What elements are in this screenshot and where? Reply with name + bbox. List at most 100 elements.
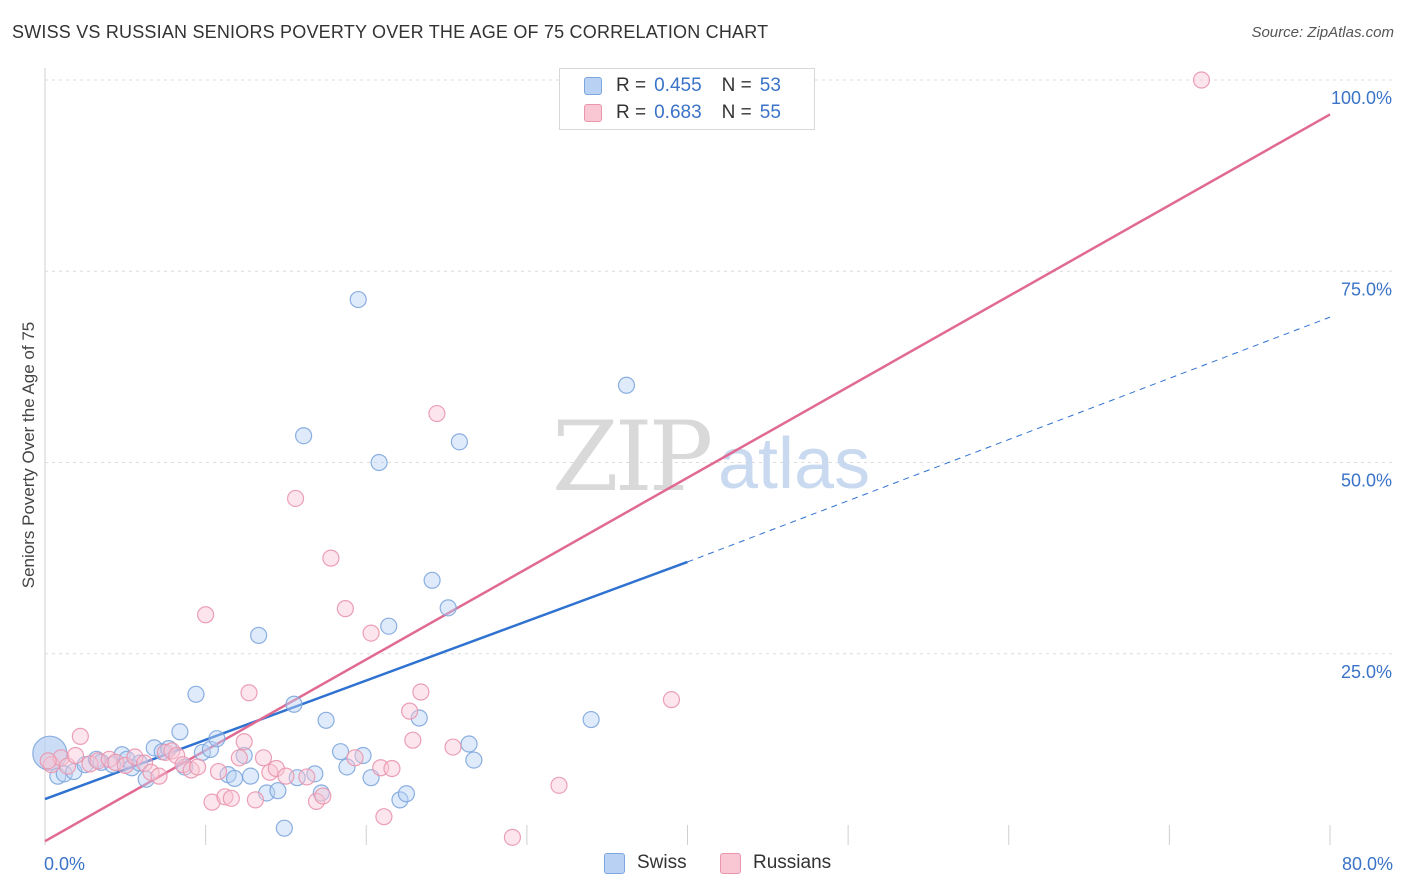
swiss-point <box>242 767 260 785</box>
swiss-point <box>617 376 636 394</box>
russians-point <box>401 702 419 720</box>
russians-point <box>383 759 401 778</box>
legend-item-swiss: Swiss <box>604 852 687 874</box>
y-tick-label: 75.0% <box>1341 279 1392 299</box>
russians-point <box>246 791 265 809</box>
x-axis-ticks <box>205 825 1331 845</box>
swiss-point <box>460 735 478 753</box>
series-legend: Swiss Russians <box>0 852 1406 876</box>
x-tick-labels: 0.0% 80.0% <box>44 854 1393 874</box>
swiss-point <box>187 685 205 703</box>
russians-point <box>277 767 295 785</box>
legend-label-swiss: Swiss <box>637 852 687 873</box>
russians-swatch <box>584 104 602 122</box>
swiss-point <box>317 711 335 729</box>
russians-point <box>216 788 234 806</box>
swiss-point <box>269 782 287 800</box>
watermark-zip: ZIP <box>552 401 711 513</box>
russians-point <box>150 767 168 785</box>
swiss-swatch <box>604 852 625 874</box>
russians-point <box>135 754 154 772</box>
legend-row-swiss: R = 0.455 N = 53 <box>584 74 781 98</box>
n-value: 55 <box>759 102 781 123</box>
russians-point <box>197 606 215 624</box>
n-value: 53 <box>759 75 781 96</box>
r-value: 0.683 <box>654 102 702 123</box>
russians-point <box>107 753 125 771</box>
russians-point <box>404 731 422 749</box>
swiss-swatch <box>584 77 602 95</box>
russians-point <box>336 600 354 618</box>
trend-lines <box>44 113 1331 843</box>
n-label: N = <box>721 75 752 96</box>
russians-point <box>188 758 207 776</box>
y-tick-labels: 25.0% 50.0% 75.0% 100.0% <box>1331 88 1392 682</box>
russians-point <box>66 746 85 765</box>
swiss-point <box>465 751 483 769</box>
russians-trend-line <box>44 113 1331 843</box>
russians-point <box>662 691 681 709</box>
russians-point <box>230 749 248 767</box>
legend-item-russians: Russians <box>720 852 831 874</box>
russians-point <box>254 749 273 767</box>
russians-point <box>286 489 305 508</box>
russians-point <box>322 549 340 567</box>
russians-point <box>298 768 316 786</box>
r-label: R = <box>616 102 647 123</box>
chart-title: SWISS VS RUSSIAN SENIORS POVERTY OVER TH… <box>12 22 769 42</box>
swiss-point <box>391 791 409 809</box>
swiss-point <box>285 695 303 713</box>
russians-point <box>375 808 393 826</box>
swiss-point <box>397 785 416 803</box>
russians-point <box>156 743 175 762</box>
russians-point <box>142 763 160 781</box>
russians-point <box>126 748 144 766</box>
swiss-point <box>370 453 388 472</box>
swiss-point <box>450 433 469 451</box>
russians-point <box>39 752 57 770</box>
russians-point <box>203 793 221 811</box>
x-tick-label: 0.0% <box>44 854 85 874</box>
swiss-point <box>439 599 457 617</box>
source-label: Source: ZipAtlas.com <box>1251 24 1394 41</box>
y-tick-label: 100.0% <box>1331 88 1392 108</box>
russians-point <box>362 624 380 642</box>
russians-point <box>550 776 568 794</box>
russians-point <box>444 738 462 756</box>
russians-point <box>235 733 253 751</box>
russians-swatch <box>720 852 741 874</box>
swiss-point <box>201 740 220 758</box>
swiss-point <box>380 617 398 635</box>
russians-point <box>71 727 89 745</box>
russians-point <box>346 749 364 767</box>
swiss-point <box>275 819 293 837</box>
russians-point <box>412 683 430 701</box>
swiss-point <box>423 571 441 589</box>
russians-point <box>209 762 228 781</box>
r-label: R = <box>616 75 647 96</box>
russians-point <box>168 746 186 765</box>
swiss-point <box>250 626 268 644</box>
swiss-trend-extension <box>687 316 1331 563</box>
correlation-legend: R = 0.455 N = 53 R = 0.683 N = 55 <box>559 68 815 130</box>
russians-point <box>163 742 181 760</box>
swiss-point <box>171 723 189 741</box>
swiss-point <box>331 743 350 761</box>
russians-point <box>1192 71 1211 89</box>
r-value: 0.455 <box>654 75 702 96</box>
legend-label-russians: Russians <box>753 852 832 873</box>
swiss-point <box>582 710 600 729</box>
swiss-point <box>145 739 163 757</box>
russians-point <box>314 787 332 805</box>
russians-point <box>428 404 446 423</box>
y-tick-label: 50.0% <box>1341 471 1392 491</box>
watermark: ZIP atlas <box>552 401 870 513</box>
swiss-point <box>208 730 226 748</box>
swiss-point <box>349 290 367 309</box>
watermark-atlas: atlas <box>718 424 870 504</box>
x-tick-label: 80.0% <box>1342 854 1393 874</box>
swiss-point <box>295 427 313 445</box>
n-label: N = <box>721 102 752 123</box>
data-points <box>32 71 1211 846</box>
